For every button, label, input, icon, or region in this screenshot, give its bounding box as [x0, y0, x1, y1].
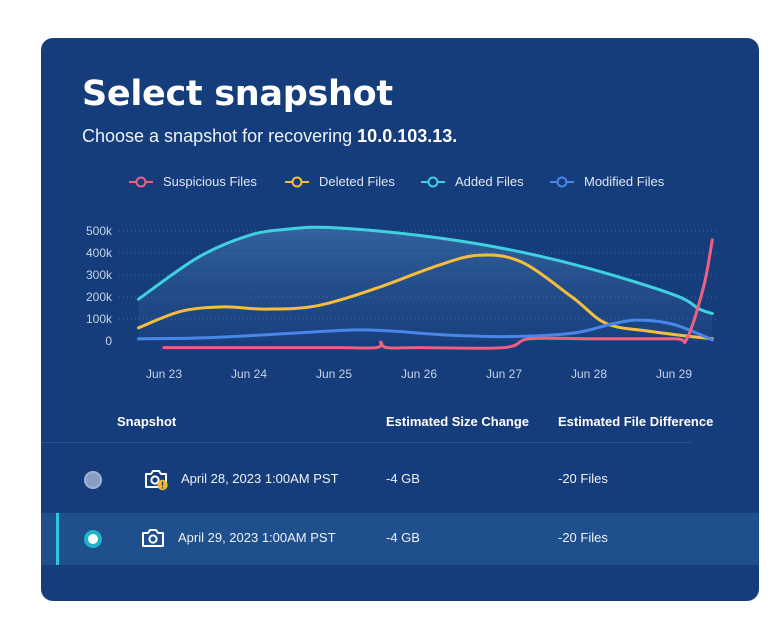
y-tick-label: 500k [86, 224, 113, 238]
legend-item-added[interactable]: Added Files [421, 174, 524, 189]
legend-label-deleted: Deleted Files [319, 174, 395, 189]
column-header-size-change[interactable]: Estimated Size Change [386, 414, 530, 429]
series-line-modified-files [137, 318, 714, 342]
snapshot-radio[interactable] [84, 471, 102, 489]
legend-marker-suspicious [129, 176, 153, 187]
snapshot-row-selected[interactable]: April 29, 2023 1:00AM PST -4 GB -20 File… [41, 513, 759, 565]
camera-warning-icon [145, 470, 168, 491]
x-tick-label: Jun 29 [656, 367, 692, 381]
column-header-file-difference[interactable]: Estimated File Difference [558, 414, 714, 429]
snapshot-table-header: Snapshot Estimated Size Change Estimated… [41, 410, 759, 446]
legend-item-modified[interactable]: Modified Files [550, 174, 664, 189]
size-change-value: -4 GB [386, 471, 420, 486]
snapshot-date: April 29, 2023 1:00AM PST [178, 530, 336, 545]
snapshot-panel: Select snapshot Choose a snapshot for re… [41, 38, 759, 601]
legend-marker-deleted [285, 176, 309, 187]
file-difference-value: -20 Files [558, 530, 608, 545]
series-line-suspicious-files [162, 238, 714, 350]
snapshot-radio-selected[interactable] [84, 530, 102, 548]
legend-marker-added [421, 176, 445, 187]
y-tick-label: 400k [86, 246, 113, 260]
series-line-added-files [137, 225, 714, 315]
x-tick-label: Jun 23 [146, 367, 182, 381]
page-subtitle: Choose a snapshot for recovering 10.0.10… [82, 126, 457, 147]
subtitle-target: 10.0.103.13. [357, 126, 458, 146]
column-header-snapshot[interactable]: Snapshot [117, 414, 177, 429]
y-tick-label: 100k [86, 312, 113, 326]
x-tick-label: Jun 24 [231, 367, 267, 381]
legend-label-added: Added Files [455, 174, 524, 189]
legend-item-suspicious[interactable]: Suspicious Files [129, 174, 257, 189]
legend-marker-modified [550, 176, 574, 187]
legend-label-modified: Modified Files [584, 174, 665, 189]
x-tick-label: Jun 27 [486, 367, 522, 381]
size-change-value: -4 GB [386, 530, 420, 545]
selected-row-indicator [56, 513, 59, 565]
table-header-divider [41, 442, 691, 443]
y-tick-label: 300k [86, 268, 113, 282]
file-changes-chart: 500k 400k 300k 200k 100k 0 Jun 23 Jun 24 Jun 25 J… [86, 224, 716, 381]
legend-label-suspicious: Suspicious Files [163, 174, 257, 189]
added-files-area [138, 227, 713, 341]
subtitle-prefix: Choose a snapshot for recovering [82, 126, 358, 146]
y-tick-label: 0 [105, 334, 112, 348]
page-title: Select snapshot [82, 74, 393, 114]
series-line-deleted-files [137, 253, 714, 341]
x-tick-label: Jun 28 [571, 367, 607, 381]
legend-item-deleted[interactable]: Deleted Files [285, 174, 395, 189]
x-tick-label: Jun 25 [316, 367, 352, 381]
x-tick-label: Jun 26 [401, 367, 437, 381]
camera-icon [142, 529, 164, 547]
file-difference-value: -20 Files [558, 471, 608, 486]
snapshot-row[interactable]: April 28, 2023 1:00AM PST -4 GB -20 File… [41, 454, 759, 506]
snapshot-date: April 28, 2023 1:00AM PST [181, 471, 339, 486]
y-tick-label: 200k [86, 290, 113, 304]
